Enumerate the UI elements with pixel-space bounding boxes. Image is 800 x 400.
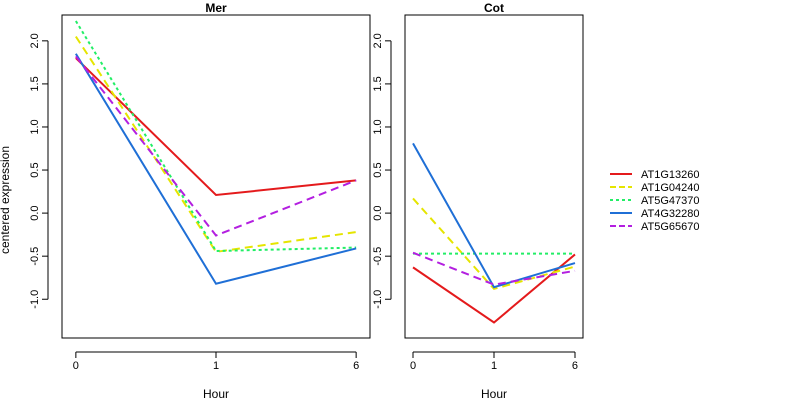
y-tick-label: 0.5 [372,162,384,177]
y-tick-label: 1.5 [29,76,41,91]
series-line-at1g04240 [75,35,357,253]
legend-label: AT1G04240 [641,182,700,194]
legend-label: AT4G32280 [641,208,700,220]
panel-mer: Mer -1.0 -0.5 0.0 0.5 1.0 1.5 2.0 0 1 6 Hour [29,1,371,400]
y-tick-label: 2.0 [29,33,41,48]
series-line-at1g13260 [75,57,357,197]
series-line-at5g47370 [75,20,357,253]
series-line-at4g32280 [412,142,576,289]
x-tick-label: 1 [491,360,497,372]
x-axis-title: Hour [203,387,229,400]
y-tick-label: 0.0 [372,205,384,220]
series-line-at1g04240 [412,197,576,291]
y-tick-label: -0.5 [29,247,41,266]
plot-frame [61,14,371,339]
panel-title: Cot [484,1,504,15]
plot-frame [404,14,584,339]
series-line-at4g32280 [75,53,357,285]
y-tick-label: 2.0 [372,33,384,48]
legend-label: AT5G47370 [641,195,700,207]
y-tick-label: 0.0 [29,205,41,220]
x-tick-label: 6 [572,360,578,372]
series-line-at5g65670 [75,55,357,237]
y-tick-label: -1.0 [29,290,41,309]
panel-title: Mer [205,1,227,15]
y-tick-label: -0.5 [372,247,384,266]
panel-cot: Cot -1.0 -0.5 0.0 0.5 1.0 1.5 2.0 0 1 6 Hour [372,1,584,400]
y-tick-label: 1.0 [372,119,384,134]
y-tick-label: -1.0 [372,290,384,309]
x-tick-label: 0 [73,360,79,372]
legend: AT1G13260AT1G04240AT5G47370AT4G32280AT5G… [610,169,700,233]
y-tick-label: 1.5 [372,76,384,91]
y-tick-label: 0.5 [29,162,41,177]
series-line-at1g13260 [412,253,576,324]
x-tick-label: 1 [213,360,219,372]
x-tick-label: 0 [410,360,416,372]
x-axis-title: Hour [481,387,507,400]
legend-label: AT5G65670 [641,221,700,233]
series-line-at5g65670 [412,251,576,286]
y-tick-label: 1.0 [29,119,41,134]
legend-label: AT1G13260 [641,169,700,181]
x-tick-label: 6 [353,360,359,372]
y-axis-title: centered expression [0,146,12,254]
